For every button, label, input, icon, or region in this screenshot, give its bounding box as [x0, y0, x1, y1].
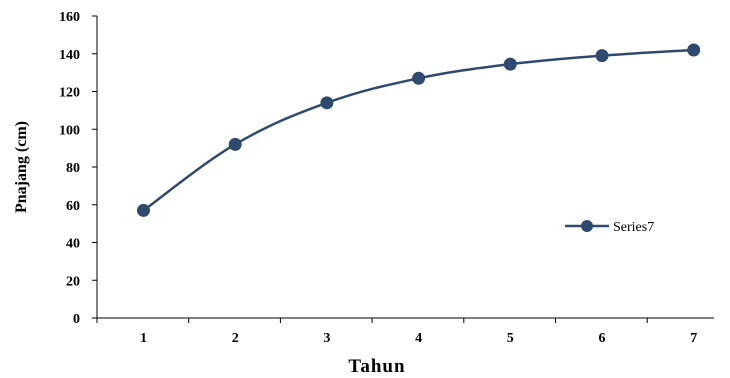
x-tick-label: 4	[415, 331, 422, 346]
x-tick-label: 6	[599, 331, 606, 346]
x-ticks: 1 2 3 4 5 6 7	[96, 318, 697, 346]
y-tick-label: 160	[59, 10, 80, 25]
series-layer	[137, 43, 701, 217]
y-tick-label: 80	[66, 161, 80, 176]
x-tick-label: 7	[690, 331, 697, 346]
y-tick-label: 140	[59, 48, 80, 63]
legend-series-label: Series7	[613, 220, 654, 235]
axes	[96, 16, 714, 319]
y-tick-label: 100	[59, 123, 80, 138]
x-tick-label: 2	[232, 331, 239, 346]
y-axis-title: Pnajang (cm)	[13, 121, 30, 213]
y-tick-label: 120	[59, 86, 80, 101]
data-point	[137, 203, 150, 217]
data-point	[687, 43, 701, 57]
y-tick-label: 40	[66, 237, 80, 252]
x-tick-label: 3	[323, 331, 330, 346]
data-point	[228, 137, 242, 151]
y-ticks: 0 20 40 60 80 100 120 140 160	[59, 10, 97, 327]
data-point	[412, 71, 426, 85]
x-tick-label: 5	[507, 331, 514, 346]
x-axis-title: Tahun	[348, 356, 405, 377]
x-tick-label: 1	[140, 331, 147, 346]
y-tick-label: 20	[66, 274, 80, 289]
y-tick-label: 60	[66, 199, 80, 214]
data-point	[595, 49, 609, 63]
legend-series-marker	[581, 220, 593, 232]
y-tick-label: 0	[73, 312, 80, 327]
data-point	[503, 57, 517, 71]
legend: Series7	[565, 220, 654, 235]
data-point	[320, 96, 334, 110]
